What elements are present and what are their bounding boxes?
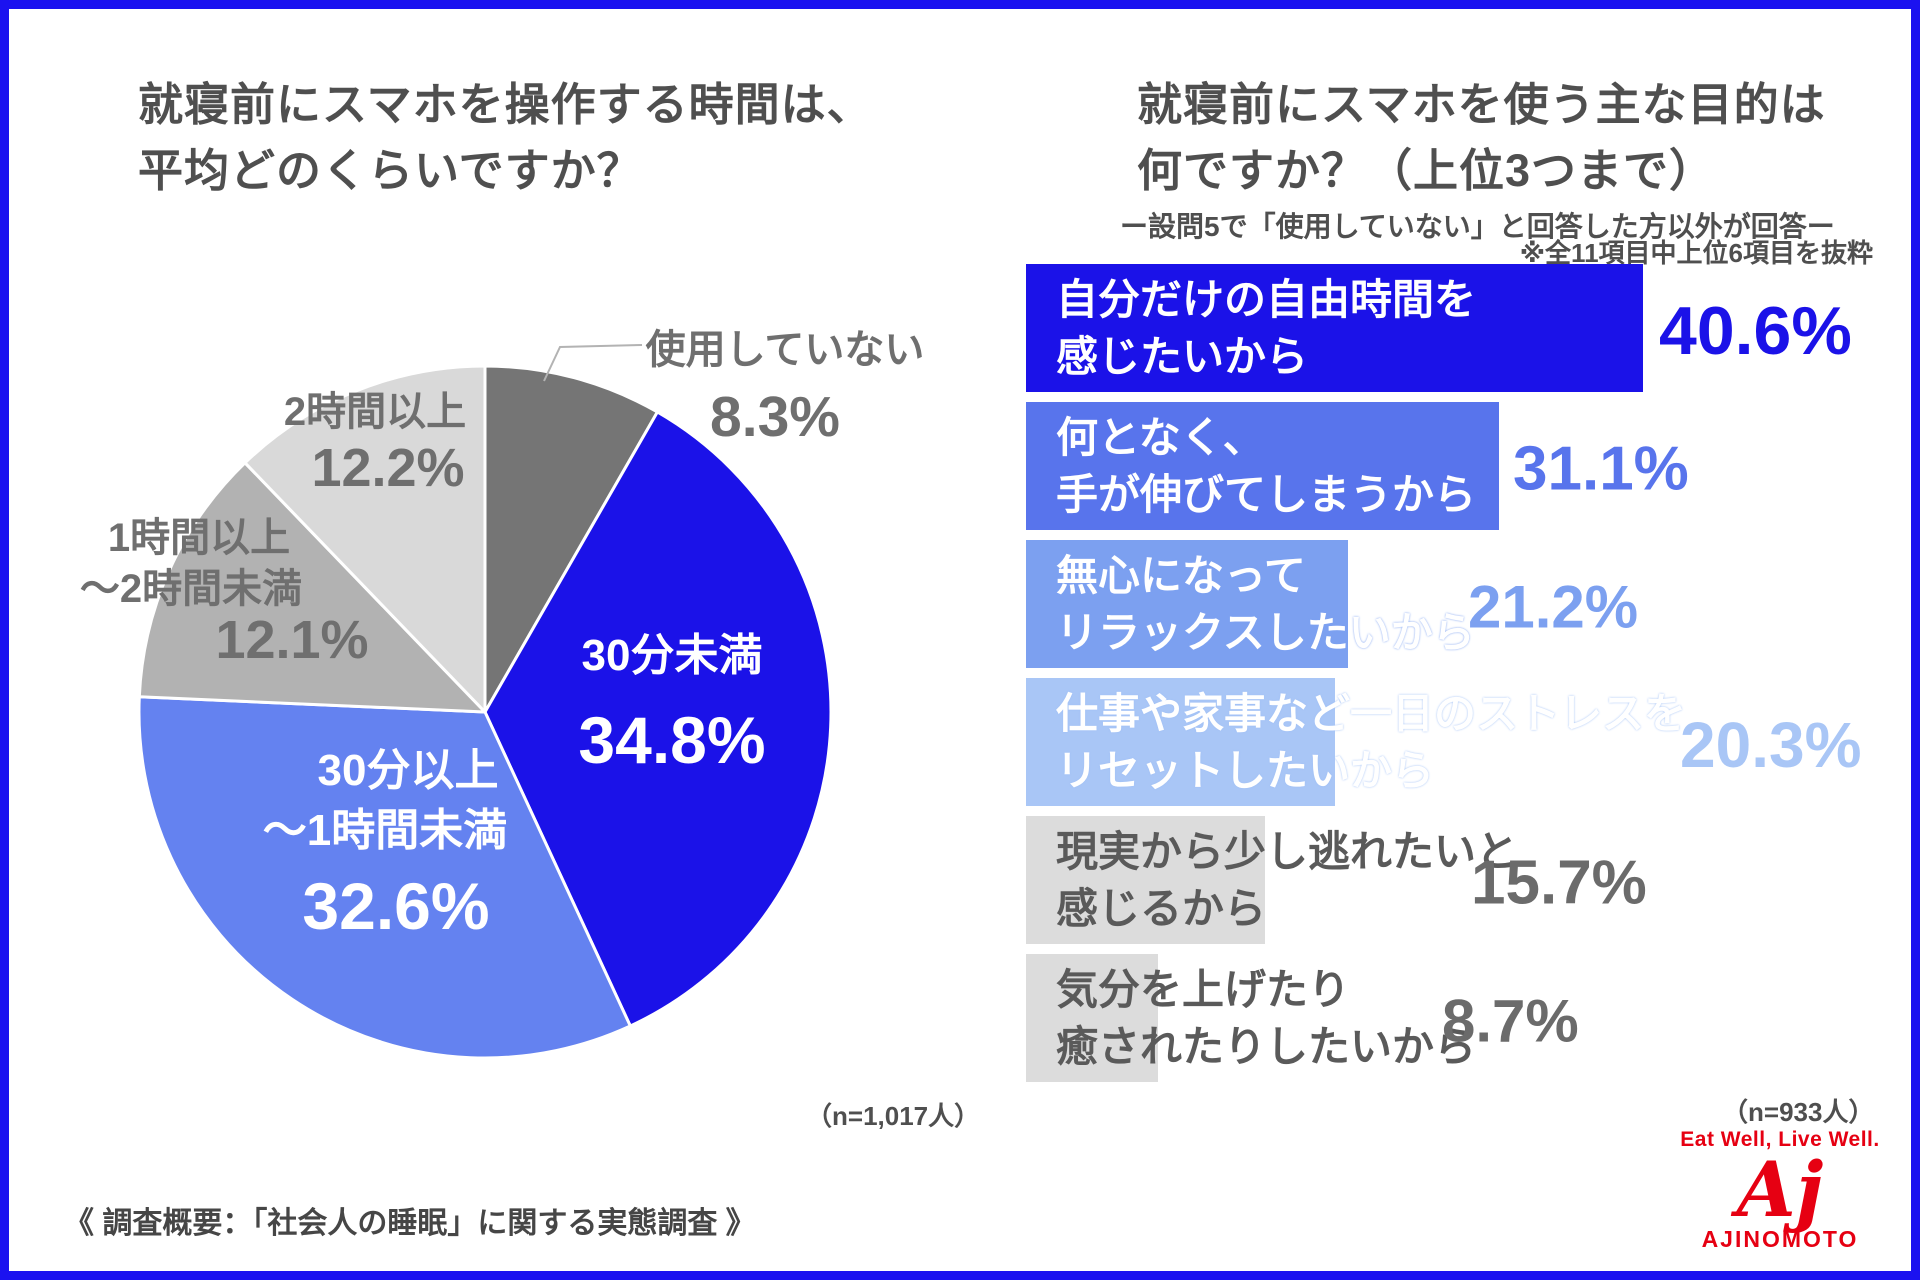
bar-label-4: 現実から少し逃れたいと 感じるから [1056,816,1518,944]
pie-slices [137,364,833,1060]
bar-label-2-line0: 無心になって [1056,552,1306,599]
bar-fill-0 [1026,264,1643,392]
bar-row-4: 現実から少し逃れたいと 感じるから 15.7% [1026,816,1886,944]
bar-label-5-line1: 癒されたりしたいから [1056,1023,1477,1070]
bar-fill-4 [1026,816,1265,944]
bar-label-3: 仕事や家事など一日のストレスを リセットしたいから [1056,678,1686,806]
pie-pct-over2h: 12.2% [311,438,465,498]
pie-pct-no-use: 8.3% [710,385,840,449]
pie-label-under30: 30分未満 [581,631,763,680]
left-chart-title: 就寝前にスマホを操作する時間は、 平均どのくらいですか？ [138,72,873,204]
logo-tagline: Eat Well, Live Well. [1680,1128,1880,1151]
bar-label-2: 無心になってリラックスしたいから [1056,540,1475,668]
bar-row-0: 自分だけの自由時間を 感じたいから 40.6% [1026,264,1886,392]
pie-slice-4 [243,364,487,714]
bar-label-1: 何となく、手が伸びてしまうから [1056,402,1476,530]
pie-pct-30to60: 32.6% [302,869,490,943]
pie-slice-3 [137,461,487,714]
bar-row-2: 無心になってリラックスしたいから 21.2% [1026,540,1886,668]
ajinomoto-logo: Eat Well, Live Well. Aj AJINOMOTO [1660,1128,1900,1253]
ajinomoto-aj-mark-icon: Aj [1736,1145,1824,1234]
pie-label-no-use: 使用していない [645,328,925,372]
bar-fill-2 [1026,540,1348,668]
bar-pct-0: 40.6% [1659,293,1852,370]
bar-row-3: 仕事や家事など一日のストレスを リセットしたいから 20.3% [1026,678,1886,806]
bar-chart: 自分だけの自由時間を 感じたいから 40.6% 何となく、手が伸びてしまうから 31.1… [1026,264,1886,1092]
bar-label-2-line1: リラックスしたいから [1056,609,1475,656]
bar-label-0-line1: 感じたいから [1056,333,1309,380]
bar-row-1: 何となく、手が伸びてしまうから 31.1% [1026,402,1886,530]
bar-label-3-line0: 仕事や家事など一日のストレスを [1056,690,1687,737]
bar-label-4-line0: 現実から少し逃れたいと [1056,828,1519,875]
right-sample-size: （n=933人） [1722,1097,1875,1127]
bar-fill-3 [1026,678,1335,806]
pie-slice-0 [483,364,659,714]
bar-label-1-line1: 手が伸びてしまうから [1056,471,1477,518]
right-chart-title: 就寝前にスマホを使う主な目的は 何ですか？（上位3つまで） [1137,72,1826,204]
leader-line [543,344,643,382]
bar-label-4-line1: 感じるから [1056,885,1267,932]
bar-label-5: 気分を上げたり癒されたりしたいから [1056,954,1476,1082]
bar-pct-2: 21.2% [1468,573,1639,641]
pie-label-30to60-line1: 30分以上 [317,746,499,795]
survey-source: ■調査元：味の素株式会社 [1242,1270,1567,1280]
bar-pct-1: 31.1% [1513,434,1689,504]
left-chart-title-line1: 就寝前にスマホを操作する時間は、 [138,79,873,130]
pie-label-30to60-line2: 〜1時間未満 [262,806,508,855]
left-sample-size: （n=1,017人） [806,1101,981,1131]
survey-overview-title: 《 調査概要：「社会人の睡眠」に関する実態調査 》 [64,1207,756,1240]
right-chart-note: ※全11項目中上位6項目を抜粋 [1519,238,1873,268]
pie-label-1to2h-line2: 〜2時間未満 [79,567,303,611]
bar-row-5: 気分を上げたり癒されたりしたいから 8.7% [1026,954,1886,1082]
survey-detail-line1: ■調査期間：2025年8月13日（水）〜8月14日（木） ■調査方法：インターネ… [64,1270,1566,1280]
right-chart-title-line1: 就寝前にスマホを使う主な目的は [1137,79,1826,130]
pie-pct-under30: 34.8% [578,703,766,777]
logo-wordmark: AJINOMOTO [1701,1226,1859,1252]
pie-label-over2h: 2時間以上 [283,390,467,434]
pie-pct-1to2h: 12.1% [215,610,369,670]
survey-method: ■調査方法：インターネット調査 [773,1270,1182,1280]
bar-pct-4: 15.7% [1471,848,1647,918]
bar-label-3-line1: リセットしたいから [1056,747,1435,794]
pie-label-1to2h-line1: 1時間以上 [107,516,291,560]
bar-fill-5 [1026,954,1158,1082]
pie-slice-2 [137,695,632,1060]
bar-label-0-line0: 自分だけの自由時間を [1056,276,1477,323]
bar-label-0: 自分だけの自由時間を 感じたいから [1056,264,1476,392]
bar-label-1-line0: 何となく、 [1056,414,1265,461]
right-chart-subtitle: ー設問5で「使用していない」と回答した方以外が回答ー [1120,211,1835,242]
survey-period: ■調査期間：2025年8月13日（水）〜8月14日（木） [64,1270,713,1280]
bar-pct-5: 8.7% [1442,987,1579,1055]
pie-slice-1 [483,410,833,1028]
bar-fill-1 [1026,402,1499,530]
left-chart-title-line2: 平均どのくらいですか？ [138,145,643,196]
bar-label-5-line0: 気分を上げたり [1056,966,1351,1013]
right-chart-title-line2: 何ですか？（上位3つまで） [1137,145,1716,196]
bar-pct-3: 20.3% [1680,708,1862,781]
